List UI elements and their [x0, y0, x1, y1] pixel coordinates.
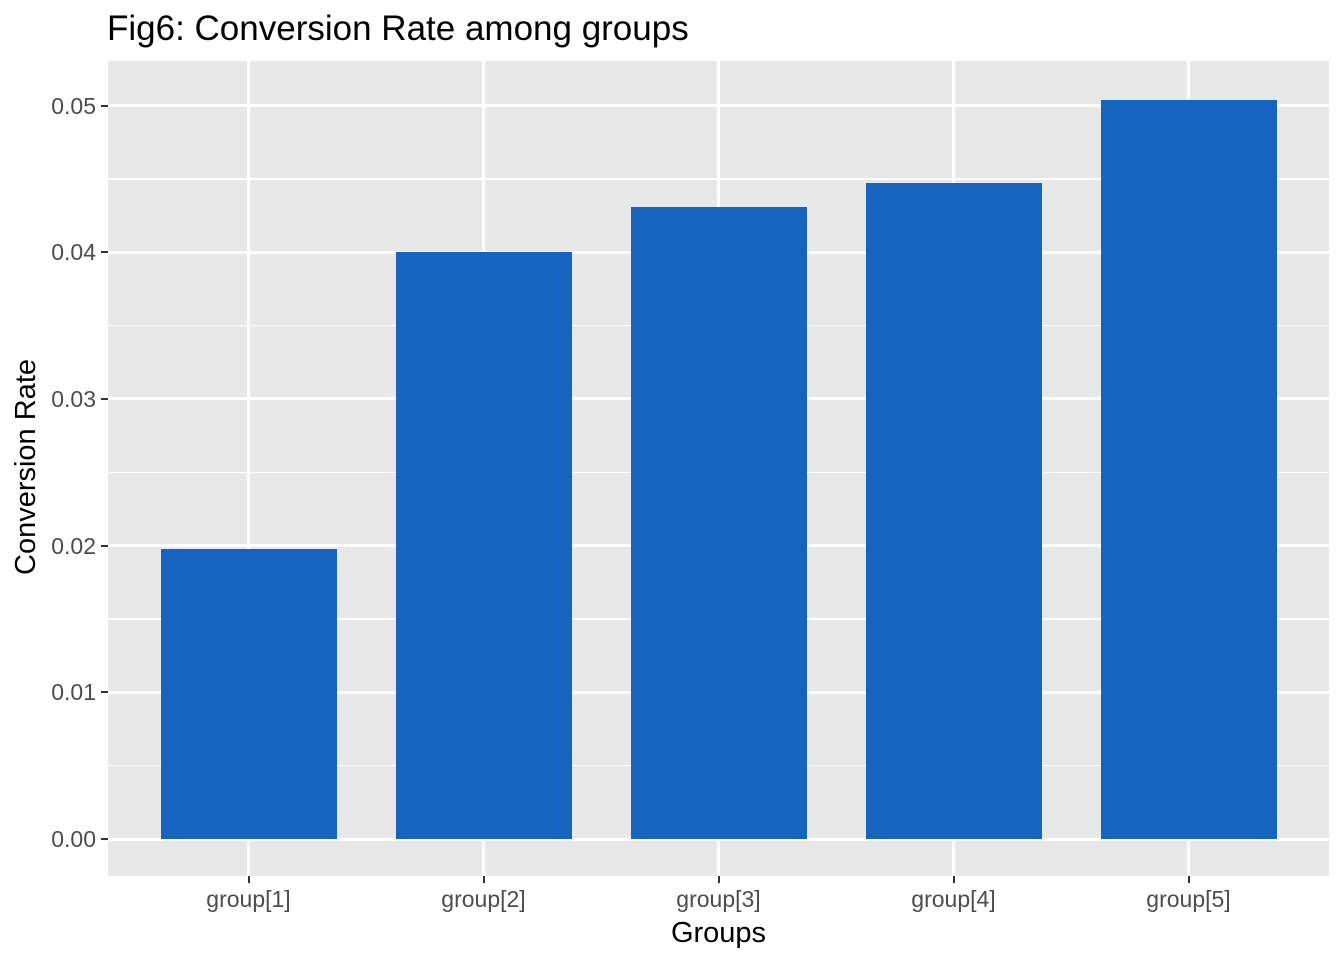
y-axis-title: Conversion Rate	[10, 359, 42, 575]
bar-group[2]	[395, 252, 572, 839]
y-tick-mark	[101, 544, 108, 547]
x-tick-label: group[3]	[676, 886, 761, 912]
x-tick-label: group[2]	[441, 886, 526, 912]
plot-panel	[108, 61, 1329, 876]
x-tick-mark	[247, 876, 250, 883]
bar-group[4]	[865, 183, 1042, 839]
bar-group[1]	[160, 548, 337, 839]
y-tick-mark	[101, 104, 108, 107]
y-tick-mark	[101, 691, 108, 694]
y-tick-mark	[101, 838, 108, 840]
chart-title: Fig6: Conversion Rate among groups	[107, 9, 689, 48]
x-axis-title: Groups	[670, 917, 767, 949]
y-tick-label: 0.01	[51, 679, 96, 706]
x-tick-mark	[1187, 876, 1190, 883]
x-tick-mark	[482, 876, 485, 883]
x-tick-mark	[952, 876, 955, 883]
x-tick-label: group[4]	[911, 886, 996, 912]
x-tick-label: group[1]	[206, 886, 291, 912]
y-tick-mark	[101, 251, 108, 254]
bar-group[3]	[630, 206, 807, 839]
vertical-gridline	[247, 61, 250, 876]
y-tick-label: 0.04	[51, 239, 96, 266]
y-tick-label: 0.00	[51, 826, 96, 852]
bar-group[5]	[1100, 99, 1277, 839]
y-tick-label: 0.05	[51, 92, 96, 119]
x-tick-label: group[5]	[1146, 886, 1231, 912]
y-tick-mark	[101, 397, 108, 400]
y-tick-label: 0.02	[51, 532, 96, 559]
x-tick-mark	[717, 876, 720, 883]
y-tick-label: 0.03	[51, 385, 96, 412]
